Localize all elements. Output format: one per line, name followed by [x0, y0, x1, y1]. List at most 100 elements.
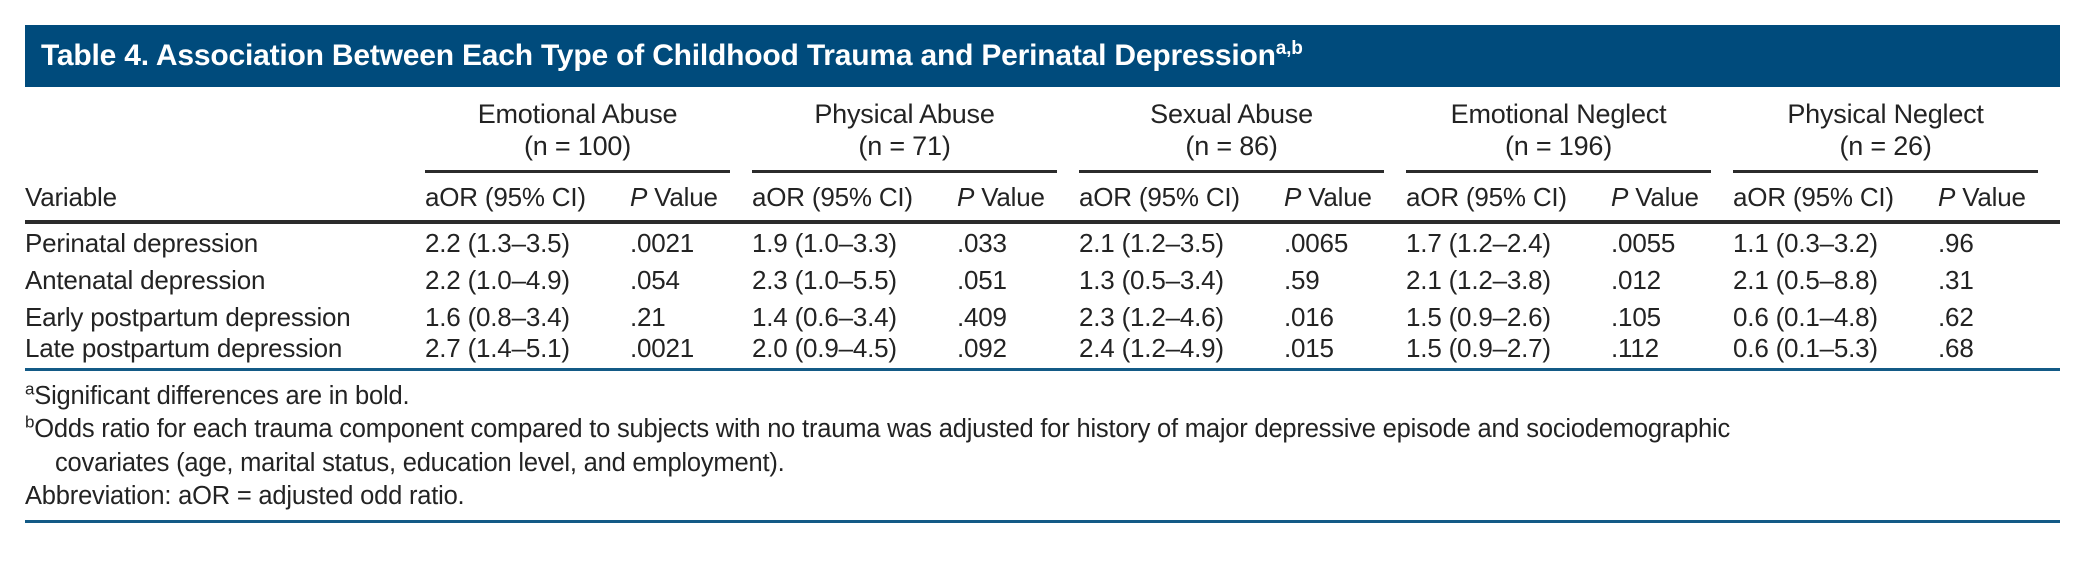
p-value-cell: .054: [630, 264, 680, 295]
aor-header: aOR (95% CI): [1406, 172, 1612, 224]
table-row-antenatal-depression: Antenatal depression 2.2 (1.0–4.9) .054 …: [25, 259, 2060, 296]
p-value-cell: .015: [1284, 332, 1407, 372]
p-italic: P: [957, 181, 975, 212]
p-value-cell: .59: [1284, 264, 1320, 295]
footnote-b-marker: b: [25, 412, 35, 432]
p-italic: P: [1284, 181, 1302, 212]
p-value-cell: .62: [1938, 301, 1974, 332]
aor-cell: 2.3 (1.0–5.5): [752, 264, 897, 295]
p-value-cell: .012: [1611, 264, 1661, 295]
p-value-header: P Value: [957, 172, 1080, 224]
aor-cell: 1.5 (0.9–2.7): [1406, 332, 1612, 372]
group-n: (n = 196): [1505, 130, 1613, 161]
aor-header: aOR (95% CI): [752, 172, 958, 224]
p-value-cell: .033: [957, 227, 1007, 258]
group-header-physical-neglect: Physical Neglect (n = 26): [1733, 99, 2060, 173]
aor-cell: 0.6 (0.1–4.8): [1733, 301, 1878, 332]
group-header-emotional-abuse: Emotional Abuse (n = 100): [425, 99, 752, 173]
aor-cell: 1.5 (0.9–2.6): [1406, 301, 1551, 332]
p-value-cell: .105: [1611, 301, 1661, 332]
p-rest: Value: [974, 181, 1045, 212]
p-rest: Value: [647, 181, 718, 212]
aor-cell: 2.2 (1.0–4.9): [425, 264, 570, 295]
group-name: Emotional Neglect: [1450, 99, 1667, 129]
group-name: Emotional Abuse: [477, 99, 678, 129]
p-value-header: P Value: [1611, 172, 1734, 224]
footnote-a: aSignificant differences are in bold.: [25, 380, 2060, 413]
aor-cell: 1.4 (0.6–3.4): [752, 301, 897, 332]
p-value-cell: .68: [1938, 332, 2061, 372]
page: Table 4. Association Between Each Type o…: [25, 25, 2061, 523]
group-n: (n = 26): [1839, 130, 1932, 161]
p-value-cell: .96: [1938, 227, 1974, 258]
footnote-b-text-line1: Odds ratio for each trauma component com…: [34, 415, 1731, 444]
aor-cell: 2.1 (0.5–8.8): [1733, 264, 1878, 295]
table-row-early-postpartum-depression: Early postpartum depression 1.6 (0.8–3.4…: [25, 296, 2060, 333]
table-title-text: Table 4. Association Between Each Type o…: [41, 39, 1276, 72]
p-value-cell: .0021: [630, 332, 753, 372]
aor-cell: 2.4 (1.2–4.9): [1079, 332, 1285, 372]
footnote-a-text: Significant differences are in bold.: [34, 382, 410, 411]
group-name: Physical Neglect: [1787, 99, 1984, 129]
p-value-cell: .21: [630, 301, 666, 332]
aor-cell: 1.9 (1.0–3.3): [752, 227, 897, 258]
table-title-bar: Table 4. Association Between Each Type o…: [25, 25, 2060, 87]
row-label: Perinatal depression: [25, 227, 259, 258]
p-value-cell: .112: [1611, 332, 1734, 372]
subheader-row: Variable aOR (95% CI) P Value aOR (95% C…: [25, 172, 2061, 224]
group-header-row: Emotional Abuse (n = 100) Physical Abuse…: [25, 99, 2060, 173]
group-n: (n = 100): [523, 130, 632, 161]
p-italic: P: [630, 181, 648, 212]
row-label: Early postpartum depression: [25, 301, 351, 332]
group-name: Physical Abuse: [814, 99, 995, 129]
group-header-emotional-neglect: Emotional Neglect (n = 196): [1406, 99, 1733, 173]
p-value-cell: .092: [957, 332, 1080, 372]
aor-header: aOR (95% CI): [1079, 172, 1285, 224]
aor-cell: 2.7 (1.4–5.1): [425, 332, 630, 372]
p-value-cell: .051: [957, 264, 1007, 295]
bottom-rule: [25, 519, 2060, 523]
group-header-physical-abuse: Physical Abuse (n = 71): [752, 99, 1079, 173]
p-value-cell: .0021: [630, 227, 695, 258]
group-name: Sexual Abuse: [1150, 99, 1313, 129]
p-value-cell: .0055: [1611, 227, 1676, 258]
aor-header: aOR (95% CI): [425, 172, 630, 224]
table-title: Table 4. Association Between Each Type o…: [41, 39, 1303, 73]
group-header-sexual-abuse: Sexual Abuse (n = 86): [1079, 99, 1406, 173]
abbreviation-note: Abbreviation: aOR = adjusted odd ratio.: [25, 481, 465, 510]
table-title-superscript: a,b: [1275, 38, 1303, 59]
p-value-header: P Value: [1284, 172, 1407, 224]
footnote-b-continuation: covariates (age, marital status, educati…: [55, 448, 785, 477]
p-value-cell: .0065: [1284, 227, 1349, 258]
aor-header: aOR (95% CI): [1733, 172, 1939, 224]
aor-cell: 2.1 (1.2–3.8): [1406, 264, 1551, 295]
aor-cell: 2.2 (1.3–3.5): [425, 227, 570, 258]
aor-cell: 1.3 (0.5–3.4): [1079, 264, 1224, 295]
row-label: Antenatal depression: [25, 264, 266, 295]
aor-cell: 2.1 (1.2–3.5): [1079, 227, 1224, 258]
p-value-cell: .409: [957, 301, 1007, 332]
group-header-spacer: [25, 99, 425, 173]
p-italic: P: [1938, 181, 1956, 212]
p-italic: P: [1611, 181, 1629, 212]
aor-cell: 1.6 (0.8–3.4): [425, 301, 570, 332]
aor-cell: 1.7 (1.2–2.4): [1406, 227, 1551, 258]
table-row-late-postpartum-depression: Late postpartum depression 2.7 (1.4–5.1)…: [25, 332, 2061, 372]
variable-header: Variable: [25, 172, 425, 224]
row-label: Late postpartum depression: [25, 332, 425, 372]
p-rest: Value: [1301, 181, 1372, 212]
footnote-a-marker: a: [25, 379, 35, 399]
aor-cell: 2.0 (0.9–4.5): [752, 332, 958, 372]
p-value-cell: .016: [1284, 301, 1334, 332]
table-row-perinatal-depression: Perinatal depression 2.2 (1.3–3.5) .0021…: [25, 222, 2060, 259]
aor-cell: 0.6 (0.1–5.3): [1733, 332, 1939, 372]
p-value-cell: .31: [1938, 264, 1974, 295]
p-value-header: P Value: [1938, 172, 2061, 224]
aor-cell: 2.3 (1.2–4.6): [1079, 301, 1224, 332]
footnotes: aSignificant differences are in bold. bO…: [25, 380, 2060, 513]
group-n: (n = 86): [1185, 130, 1278, 161]
p-rest: Value: [1955, 181, 2026, 212]
association-table: Emotional Abuse (n = 100) Physical Abuse…: [25, 99, 2061, 372]
group-n: (n = 71): [858, 130, 951, 161]
p-value-header: P Value: [630, 172, 753, 224]
